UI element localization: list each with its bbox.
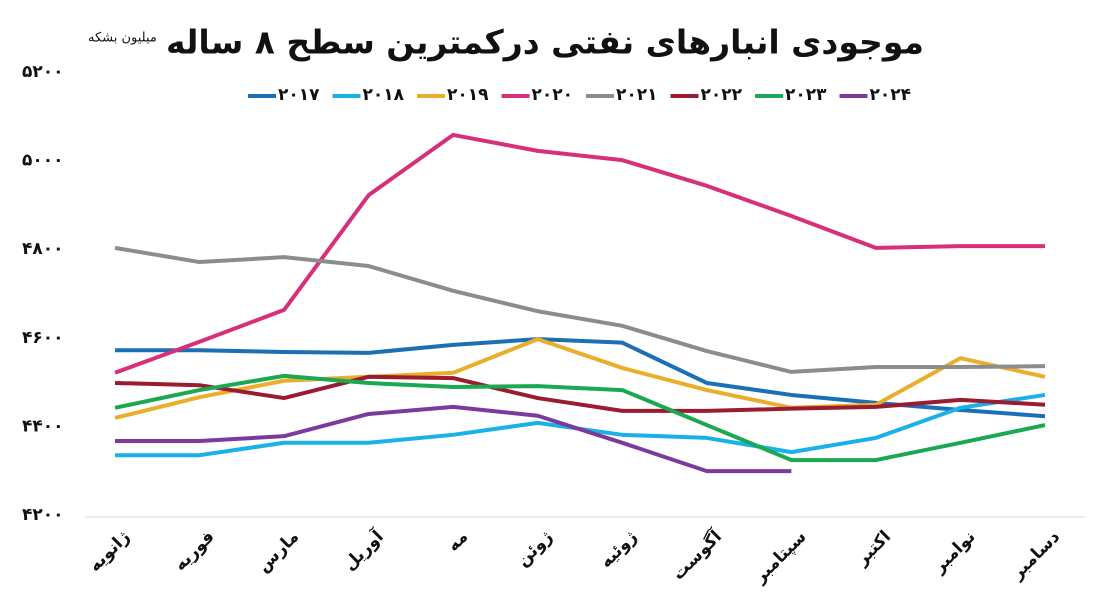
legend-label: ۲۰۱۸ <box>363 85 405 105</box>
x-tick-label: فوریه <box>170 527 218 575</box>
legend-label: ۲۰۱۷ <box>278 85 320 105</box>
chart-title: موجودی انبارهای نفتی درکمترین سطح ۸ ساله <box>166 23 924 63</box>
x-tick-label: ژوئن <box>513 527 557 571</box>
y-tick-label: ۵۲۰۰ <box>22 62 64 82</box>
x-tick-label: آگوست <box>667 525 727 585</box>
legend-label: ۲۰۱۹ <box>447 85 489 105</box>
legend-label: ۲۰۲۴ <box>870 85 912 105</box>
legend-label: ۲۰۲۱ <box>616 85 658 105</box>
series-line <box>114 132 1045 375</box>
x-tick-label: ژوئیه <box>596 527 641 572</box>
y-tick-label: ۴۸۰۰ <box>22 239 64 259</box>
x-tick-label: سپتامبر <box>750 527 811 588</box>
y-axis-label: میلیون بشکه <box>88 31 157 46</box>
x-tick-label: اکتبر <box>852 527 895 570</box>
legend-label: ۲۰۲۳ <box>785 85 827 105</box>
series-line <box>114 245 1046 374</box>
y-tick-label: ۴۶۰۰ <box>22 328 64 348</box>
x-tick-label: نوامبر <box>929 527 980 578</box>
x-tick-label: دسامبر <box>1007 527 1064 584</box>
series-line <box>114 337 1046 420</box>
y-tick-label: ۴۴۰۰ <box>22 416 64 436</box>
legend-label: ۲۰۲۲ <box>701 85 743 105</box>
series-line <box>115 404 792 474</box>
legend-label: ۲۰۲۰ <box>532 85 574 105</box>
series-line <box>114 373 1046 463</box>
series-line <box>114 374 1046 413</box>
x-tick-label: مارس <box>254 527 304 577</box>
y-tick-label: ۴۲۰۰ <box>22 505 64 525</box>
x-tick-label: ژانویه <box>85 527 134 576</box>
x-tick-label: مه <box>443 527 472 556</box>
x-tick-label: آوریل <box>338 525 388 575</box>
y-tick-label: ۵۰۰۰ <box>22 151 64 171</box>
